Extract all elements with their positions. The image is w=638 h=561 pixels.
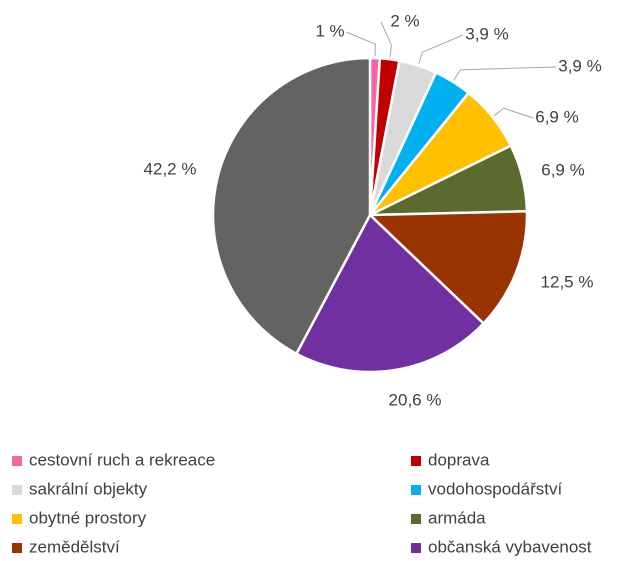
legend-swatch — [411, 456, 421, 466]
legend-swatch — [411, 514, 421, 524]
legend-swatch — [12, 456, 22, 466]
legend-label: vodohospodářství — [428, 479, 562, 498]
legend-swatch — [411, 543, 421, 553]
legend-label: sakrální objekty — [29, 479, 148, 498]
data-label: 6,9 % — [541, 160, 584, 179]
legend-label: doprava — [428, 450, 490, 469]
legend-swatch — [12, 543, 22, 553]
data-label: 3,9 % — [558, 56, 601, 75]
data-label: 3,9 % — [465, 24, 508, 43]
leader-line — [453, 66, 557, 81]
data-label: 2 % — [390, 11, 419, 30]
leader-line — [345, 31, 376, 57]
data-label: 12,5 % — [541, 272, 594, 291]
legend-label: zemědělství — [29, 537, 120, 556]
pie-slice — [211, 56, 372, 356]
data-label: 6,9 % — [535, 107, 578, 126]
data-label: 1 % — [315, 21, 344, 40]
legend-label: občanská vybavenost — [428, 537, 592, 556]
legend-label: armáda — [428, 508, 486, 527]
data-label: 42,2 % — [144, 159, 197, 178]
pie-slice — [366, 210, 529, 326]
leader-line — [493, 107, 534, 119]
leader-line — [380, 21, 392, 58]
leader-line — [418, 34, 464, 64]
legend-label: obytné prostory — [29, 508, 147, 527]
pie-slice — [294, 212, 486, 374]
legend-swatch — [12, 485, 22, 495]
legend-label: cestovní ruch a rekreace — [29, 450, 215, 469]
data-label: 20,6 % — [389, 390, 442, 409]
legend-swatch — [411, 485, 421, 495]
legend-swatch — [12, 514, 22, 524]
